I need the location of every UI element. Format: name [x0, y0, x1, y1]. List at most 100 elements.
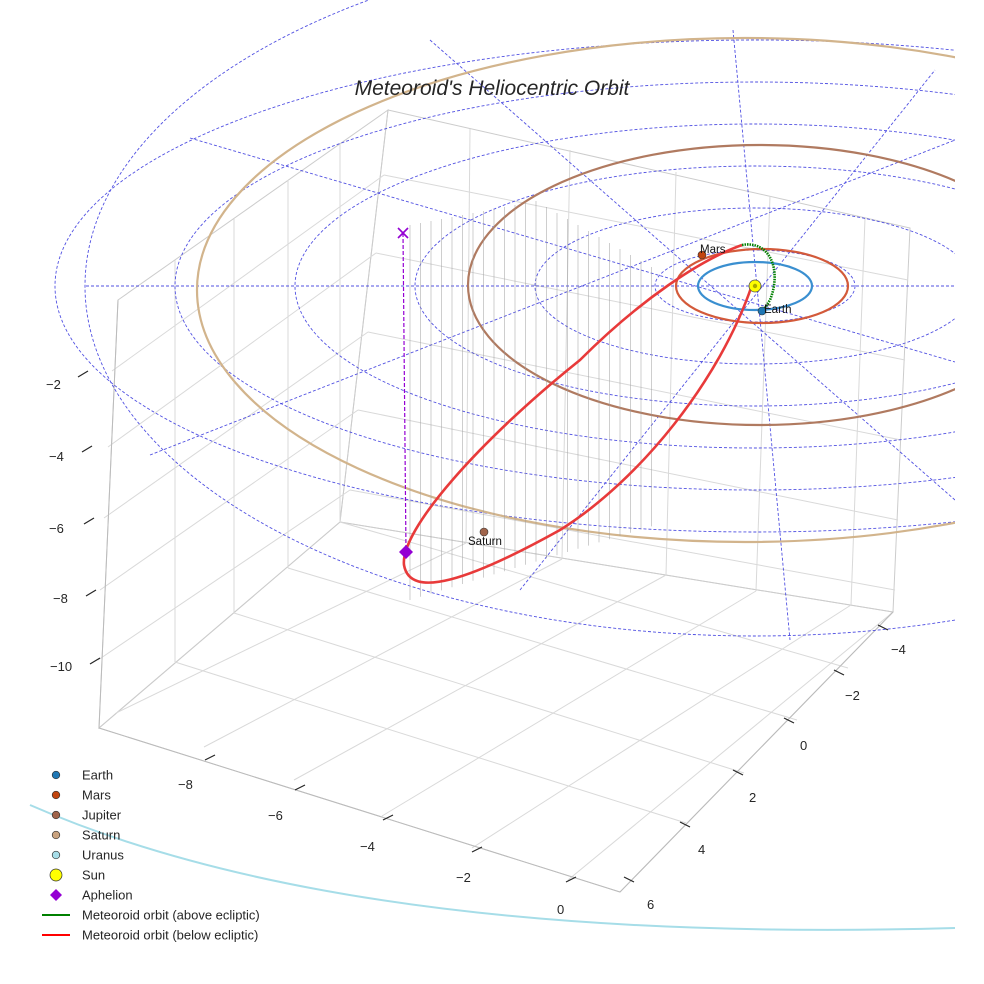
z-tick-label: −8 — [53, 591, 68, 606]
x-tick-mark — [204, 754, 216, 761]
sun-core — [752, 283, 758, 289]
pane-grid — [97, 108, 911, 893]
x-tick-mark — [471, 846, 483, 853]
meteoroid-orbit-below-ecliptic — [402, 243, 754, 584]
aphelion-drop-line — [402, 232, 407, 553]
grid-line — [561, 149, 571, 560]
saturn-label: Saturn — [468, 536, 502, 548]
ecliptic-reference-rings — [54, 0, 955, 637]
x-tick-label: −6 — [268, 808, 283, 823]
z-axis-line — [98, 299, 119, 729]
legend-label: Earth — [82, 768, 113, 783]
legend-marker — [51, 770, 61, 780]
y-tick-mark — [783, 717, 795, 724]
z-tick-label: −2 — [46, 377, 61, 392]
aphelion-marker — [399, 545, 413, 559]
uranus-orbit — [29, 804, 955, 931]
grid-line — [850, 217, 866, 606]
ecliptic-reference-ring — [294, 123, 955, 449]
grid-line — [103, 331, 369, 519]
grid-line — [381, 590, 757, 817]
ecliptic-reference-ring — [414, 165, 955, 407]
x-tick-mark — [565, 876, 577, 883]
legend-label: Jupiter — [82, 808, 122, 823]
z-tick-mark — [83, 517, 95, 525]
saturn-orbit — [196, 36, 955, 544]
grid-line — [99, 409, 359, 591]
grid-line — [755, 195, 771, 592]
grid-line — [111, 174, 385, 372]
legend-label: Meteoroid orbit (above ecliptic) — [82, 908, 260, 923]
earth-label: Earth — [764, 304, 792, 316]
ecliptic-spoke — [429, 39, 955, 501]
grid-line — [174, 661, 687, 824]
jupiter-orbit — [466, 143, 955, 427]
ecliptic-reference-ring — [534, 207, 955, 365]
aphelion-projection-marker — [397, 227, 409, 239]
x-tick-label: 0 — [557, 902, 564, 917]
z-tick-label: −4 — [49, 449, 64, 464]
legend-marker — [49, 868, 63, 882]
grid-line — [115, 542, 467, 714]
z-tick-mark — [85, 589, 97, 597]
grid-line — [97, 489, 351, 661]
ecliptic-reference-ring — [54, 39, 955, 533]
z-tick-mark — [89, 657, 101, 665]
mars-label: Mars — [700, 244, 726, 256]
z-tick-mark — [81, 445, 93, 453]
y-tick-label: −2 — [845, 688, 860, 703]
legend-marker — [50, 889, 62, 901]
grid-line — [293, 574, 667, 781]
ecliptic-spoke — [189, 137, 955, 363]
legend-label: Meteoroid orbit (below ecliptic) — [82, 928, 258, 943]
legend-marker — [51, 830, 61, 840]
grid-line — [233, 612, 745, 774]
z-tick-labels: −2 −4 −6 −8 −10 — [46, 377, 72, 674]
y-tick-label: 6 — [647, 897, 654, 912]
legend-label: Sun — [82, 868, 105, 883]
ecliptic-spoke — [519, 69, 936, 591]
z-tick-mark — [77, 370, 89, 378]
x-tick-labels: −8 −6 −4 −2 0 — [178, 777, 564, 917]
z-tick-label: −10 — [50, 659, 72, 674]
y-tick-mark — [732, 769, 744, 776]
ecliptic-spoke — [732, 29, 791, 641]
legend-label: Uranus — [82, 848, 124, 863]
y-tick-label: 4 — [698, 842, 705, 857]
grid-line — [665, 171, 677, 576]
planet-orbits — [196, 36, 955, 544]
legend-label: Aphelion — [82, 888, 133, 903]
x-tick-label: −2 — [456, 870, 471, 885]
legend-marker — [51, 850, 61, 860]
grid-line — [367, 331, 902, 441]
z-tick-label: −6 — [49, 521, 64, 536]
grid-line — [287, 567, 798, 721]
legend: Earth Mars Jupiter Saturn Uranus Sun Aphelion M… — [42, 768, 260, 943]
y-tick-label: −4 — [891, 642, 906, 657]
ecliptic-reference-spokes — [86, 29, 955, 641]
legend-marker — [51, 810, 61, 820]
y-tick-labels: −4 −2 0 2 4 6 — [647, 642, 906, 912]
grid-line — [383, 174, 909, 281]
x-tick-mark — [382, 814, 394, 821]
legend-marker — [51, 790, 61, 800]
grid-line — [107, 252, 377, 448]
grid-line — [471, 604, 852, 849]
x-tick-label: −4 — [360, 839, 375, 854]
ecliptic-reference-ring — [174, 81, 955, 491]
y-tick-label: 0 — [800, 738, 807, 753]
legend-label: Mars — [82, 788, 111, 803]
y-tick-mark — [833, 669, 845, 676]
y-tick-mark — [877, 624, 889, 631]
chart-title: Meteoroid's Heliocentric Orbit — [355, 77, 631, 100]
y-tick-mark — [623, 876, 635, 883]
x-axis-line — [98, 727, 621, 893]
saturn-marker — [479, 527, 489, 537]
grid-line — [357, 409, 899, 521]
floor-pane — [97, 521, 895, 893]
legend-label: Saturn — [82, 828, 120, 843]
axis-lines — [98, 299, 894, 893]
grid-line — [465, 128, 471, 544]
grid-line — [567, 611, 894, 881]
